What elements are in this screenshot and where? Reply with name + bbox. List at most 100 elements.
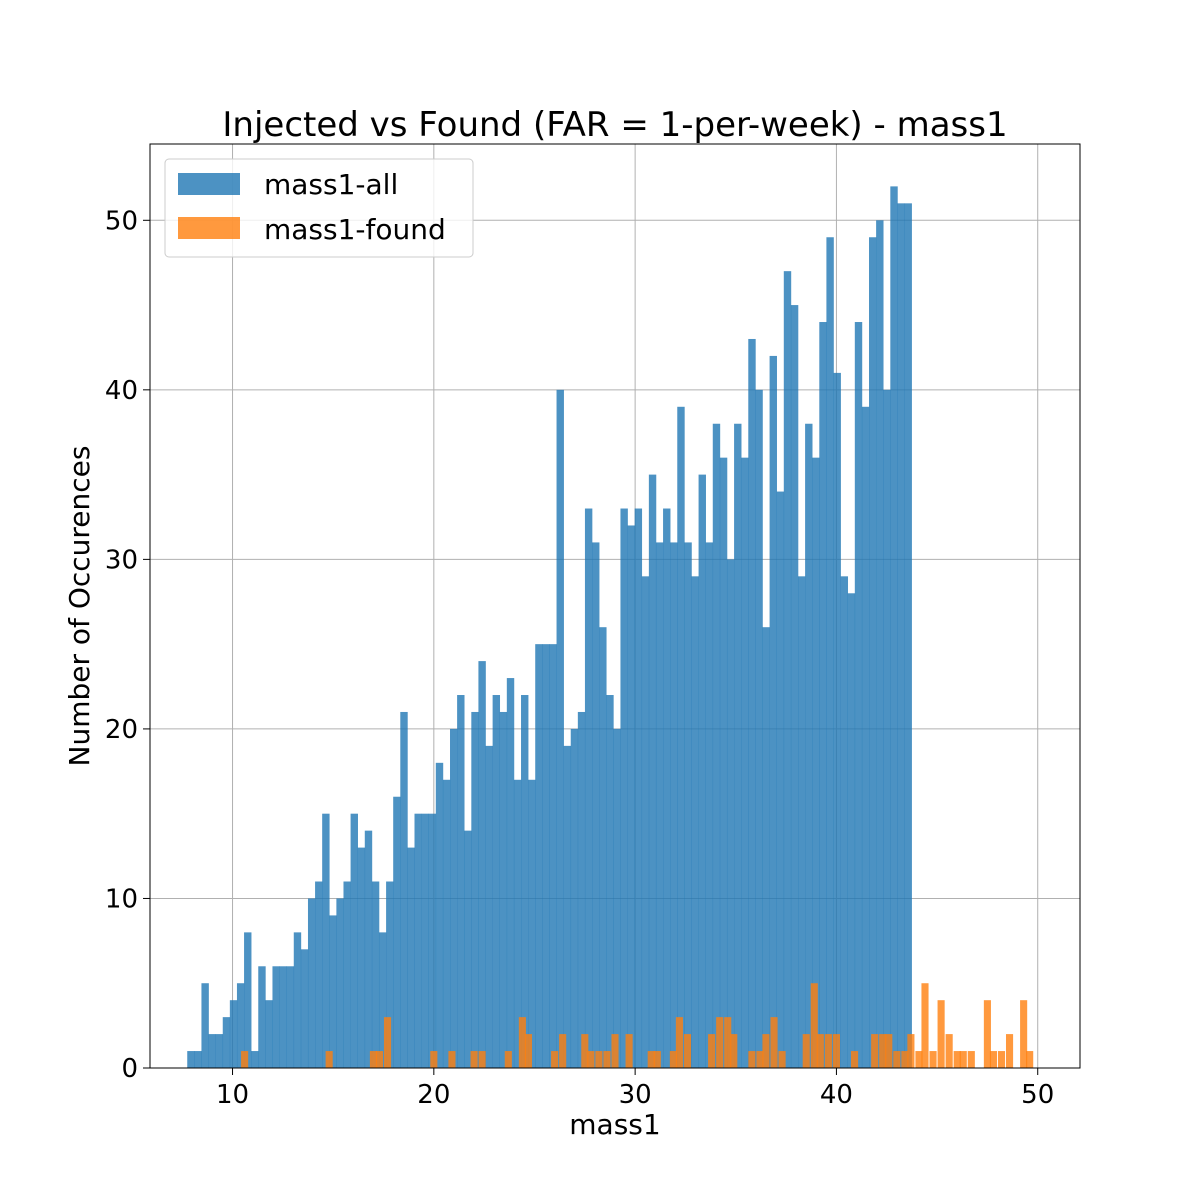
legend-frame (164, 158, 474, 258)
bar-mass1-found (915, 1051, 923, 1068)
bar-mass1-found (470, 1051, 478, 1068)
bar-mass1-all (435, 762, 444, 1068)
bar-mass1-all (712, 423, 721, 1068)
bar-mass1-all (386, 881, 394, 1068)
bar-mass1-all (336, 898, 344, 1068)
y-tick-label: 50 (105, 206, 138, 236)
x-axis-label: mass1 (569, 1108, 660, 1141)
bar-mass1-all (655, 542, 664, 1068)
bar-mass1-found (983, 1000, 991, 1068)
bar-mass1-all (251, 1051, 259, 1068)
bar-mass1-all (492, 695, 501, 1068)
bar-mass1-found (375, 1051, 384, 1068)
bar-mass1-all (577, 711, 586, 1068)
x-tick-label: 10 (216, 1080, 249, 1110)
bar-mass1-found (716, 1017, 724, 1068)
x-tick-label: 50 (1021, 1080, 1054, 1110)
bar-mass1-found (683, 1034, 692, 1068)
bar-mass1-all (748, 338, 756, 1068)
bar-mass1-all (904, 203, 912, 1068)
bar-mass1-all (378, 932, 387, 1068)
bar-mass1-all (471, 711, 479, 1068)
bar-mass1-found (241, 1051, 249, 1068)
bar-mass1-all (840, 576, 849, 1068)
bar-mass1-found (997, 1051, 1006, 1068)
bar-mass1-all (364, 830, 373, 1068)
y-tick-label: 10 (105, 884, 138, 914)
bar-mass1-found (581, 1034, 589, 1068)
bar-mass1-all (684, 542, 692, 1068)
bar-mass1-all (883, 389, 891, 1069)
bar-mass1-all (897, 203, 905, 1068)
bar-mass1-all (215, 1034, 224, 1068)
bar-mass1-all (556, 389, 564, 1069)
bar-mass1-found (669, 1051, 677, 1068)
bar-mass1-found (967, 1051, 975, 1068)
axes-frame (149, 143, 1081, 1069)
bar-mass1-found (559, 1034, 567, 1068)
bar-mass1-all (521, 695, 529, 1068)
x-tick-label: 40 (820, 1080, 853, 1110)
bar-mass1-all (478, 661, 486, 1068)
bar-mass1-all (286, 966, 295, 1068)
chart-title: Injected vs Found (FAR = 1-per-week) - m… (222, 105, 1007, 145)
bar-mass1-all (755, 389, 763, 1069)
legend: mass1-all mass1-found (164, 158, 474, 258)
bar-mass1-found (921, 983, 929, 1068)
bar-mass1-all (229, 1000, 238, 1068)
bar-mass1-found (448, 1051, 456, 1068)
bar-mass1-all (805, 423, 813, 1068)
bar-mass1-found (929, 1051, 937, 1068)
bar-mass1-all (790, 305, 799, 1068)
bar-mass1-all (726, 559, 735, 1068)
bar-mass1-found (603, 1051, 611, 1068)
bar-mass1-all (833, 372, 841, 1068)
bar-mass1-all (762, 627, 770, 1068)
bar-mass1-all (563, 745, 572, 1068)
bar-mass1-all (797, 576, 806, 1068)
bar-mass1-all (293, 932, 302, 1068)
bar-mass1-found (850, 1051, 859, 1068)
bar-mass1-all (542, 644, 550, 1068)
bar-mass1-all (201, 983, 209, 1068)
bar-mass1-found (810, 983, 818, 1068)
bar-mass1-found (907, 1034, 915, 1068)
bar-mass1-all (513, 779, 522, 1068)
bar-mass1-found (824, 1034, 832, 1068)
bar-mass1-all (769, 355, 777, 1068)
bar-mass1-all (776, 491, 785, 1068)
bar-mass1-found (953, 1051, 961, 1068)
bar-mass1-all (499, 711, 508, 1068)
bar-mass1-all (826, 237, 834, 1069)
bar-mass1-found (989, 1051, 997, 1068)
bar-mass1-all (698, 474, 706, 1069)
bar-mass1-found (653, 1051, 661, 1068)
bar-mass1-found (595, 1051, 603, 1068)
bar-mass1-all (812, 457, 820, 1068)
bar-mass1-all (350, 813, 358, 1068)
bar-mass1-all (244, 932, 252, 1068)
legend-label-mass1-found: mass1-found (264, 213, 446, 246)
bar-mass1-all (194, 1051, 202, 1068)
bar-mass1-found (524, 1034, 532, 1068)
bar-mass1-all (450, 728, 458, 1068)
bar-mass1-all (371, 881, 380, 1068)
bar-mass1-found (708, 1034, 716, 1068)
bar-mass1-all (322, 813, 330, 1068)
bar-mass1-found (901, 1051, 909, 1068)
bar-mass1-found (675, 1017, 683, 1068)
bar-mass1-all (705, 542, 714, 1068)
bar-mass1-all (847, 593, 856, 1068)
bar-mass1-all (329, 915, 337, 1068)
bar-mass1-found (587, 1051, 595, 1068)
bar-mass1-all (307, 898, 316, 1068)
bar-mass1-found (518, 1017, 526, 1068)
bar-mass1-found (756, 1051, 764, 1068)
bar-mass1-all (620, 508, 628, 1068)
bar-mass1-all (272, 966, 280, 1068)
y-tick-label: 20 (105, 715, 138, 745)
bar-mass1-all (734, 423, 742, 1068)
bar-mass1-all (258, 966, 266, 1068)
legend-swatch-mass1-all (178, 173, 240, 195)
